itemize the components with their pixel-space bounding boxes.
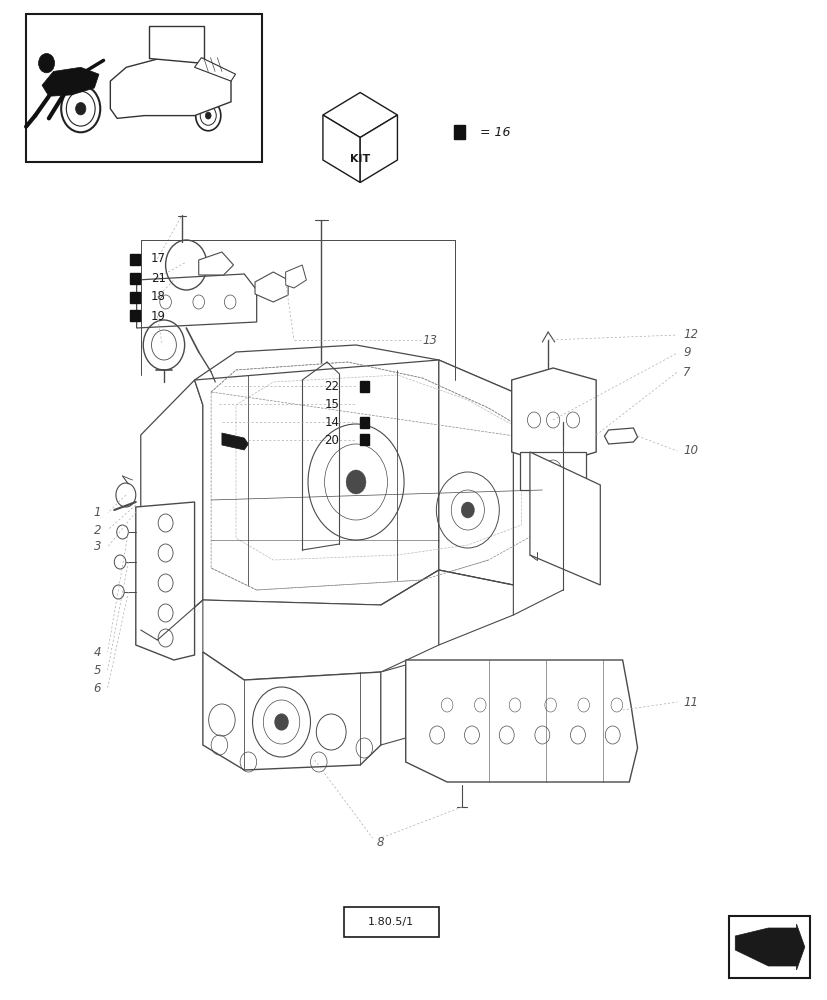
Polygon shape xyxy=(438,360,562,585)
Text: 14: 14 xyxy=(324,416,339,428)
Polygon shape xyxy=(438,570,513,645)
Polygon shape xyxy=(519,452,586,490)
Text: 17: 17 xyxy=(151,252,165,265)
Text: 11: 11 xyxy=(682,696,697,708)
Text: 1: 1 xyxy=(93,506,101,520)
Bar xyxy=(454,125,465,138)
Polygon shape xyxy=(149,26,203,63)
Polygon shape xyxy=(194,58,235,81)
Polygon shape xyxy=(511,368,595,465)
Polygon shape xyxy=(110,58,231,118)
Polygon shape xyxy=(323,93,397,138)
Bar xyxy=(131,272,139,284)
Text: = 16: = 16 xyxy=(480,125,510,138)
Circle shape xyxy=(461,502,474,518)
Text: 18: 18 xyxy=(151,290,165,304)
Polygon shape xyxy=(529,452,600,585)
Circle shape xyxy=(205,112,211,119)
Polygon shape xyxy=(194,360,438,605)
Text: 6: 6 xyxy=(93,682,101,694)
Text: 8: 8 xyxy=(376,836,384,848)
Text: 15: 15 xyxy=(324,397,339,410)
Bar xyxy=(359,434,369,445)
Bar xyxy=(131,253,139,264)
Polygon shape xyxy=(194,345,562,445)
Text: 7: 7 xyxy=(682,365,690,378)
Bar xyxy=(343,907,438,937)
Text: 22: 22 xyxy=(324,379,339,392)
Text: 9: 9 xyxy=(682,347,690,360)
Text: 2: 2 xyxy=(93,524,101,536)
Text: 4: 4 xyxy=(93,646,101,658)
Polygon shape xyxy=(255,272,288,302)
Text: 21: 21 xyxy=(151,271,165,284)
Polygon shape xyxy=(405,660,637,782)
Circle shape xyxy=(275,714,288,730)
Polygon shape xyxy=(141,380,203,640)
Polygon shape xyxy=(604,428,637,444)
Polygon shape xyxy=(198,252,233,275)
Bar xyxy=(131,310,139,321)
Polygon shape xyxy=(734,924,804,970)
Polygon shape xyxy=(323,115,360,182)
Polygon shape xyxy=(360,115,397,182)
Circle shape xyxy=(75,102,86,115)
Text: 1.80.5/1: 1.80.5/1 xyxy=(368,917,414,927)
Bar xyxy=(728,916,809,978)
Text: 10: 10 xyxy=(682,444,697,458)
Circle shape xyxy=(346,470,366,494)
Text: 3: 3 xyxy=(93,540,101,554)
Bar xyxy=(359,416,369,428)
Bar xyxy=(359,380,369,391)
Bar xyxy=(131,292,139,302)
Polygon shape xyxy=(203,652,380,770)
Polygon shape xyxy=(203,570,438,680)
Text: KIT: KIT xyxy=(350,154,370,164)
Text: 20: 20 xyxy=(324,434,339,446)
Bar xyxy=(26,14,262,162)
Polygon shape xyxy=(136,502,194,660)
Text: 19: 19 xyxy=(151,310,165,322)
Polygon shape xyxy=(42,67,99,96)
Text: 12: 12 xyxy=(682,328,697,342)
Text: 5: 5 xyxy=(93,664,101,676)
Text: 13: 13 xyxy=(422,334,437,347)
Polygon shape xyxy=(380,665,405,745)
Polygon shape xyxy=(285,265,306,288)
Polygon shape xyxy=(136,274,256,328)
Polygon shape xyxy=(222,433,248,450)
Circle shape xyxy=(39,53,55,73)
